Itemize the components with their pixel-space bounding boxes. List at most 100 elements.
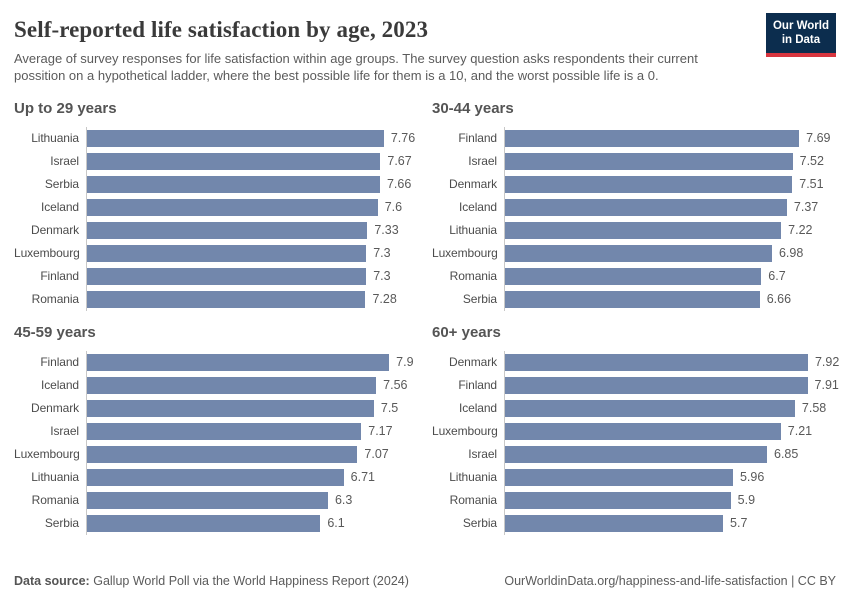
country-label: Luxembourg	[432, 246, 498, 261]
bar-track: 5.9	[504, 488, 836, 512]
value-label: 7.3	[373, 246, 391, 261]
bar[interactable]	[505, 376, 808, 394]
country-label: Luxembourg	[14, 246, 80, 261]
bar[interactable]	[87, 376, 377, 394]
chart-panel: 45-59 years Finland 7.9 Iceland 7.56 Denmark 7…	[14, 324, 418, 535]
bar[interactable]	[87, 244, 367, 262]
value-label: 7.58	[801, 401, 827, 416]
value-label: 7.66	[386, 177, 412, 192]
bar[interactable]	[505, 129, 800, 147]
bar-track: 7.92	[504, 350, 840, 374]
bar[interactable]	[87, 221, 368, 239]
bar-track: 7.58	[504, 396, 836, 420]
value-label: 5.7	[730, 516, 748, 531]
value-label: 6.98	[778, 246, 804, 261]
bar-row: Denmark 7.92	[432, 350, 840, 374]
country-label: Lithuania	[31, 131, 79, 146]
bar-track: 7.91	[504, 373, 839, 397]
bar[interactable]	[505, 491, 731, 509]
value-label: 7.67	[387, 154, 412, 169]
bar-row: Serbia 6.66	[432, 287, 836, 311]
owid-logo[interactable]: Our World in Data	[765, 13, 836, 57]
value-label: 7.69	[806, 131, 831, 146]
country-label: Serbia	[462, 292, 497, 307]
bar[interactable]	[87, 468, 344, 486]
bar[interactable]	[505, 399, 795, 417]
bar[interactable]	[505, 198, 787, 216]
bar-row: Denmark 7.33	[14, 218, 418, 242]
bar-track: 6.3	[86, 488, 418, 512]
bar[interactable]	[87, 129, 384, 147]
chart-subtitle: Average of survey responses for life sat…	[14, 51, 698, 83]
bar[interactable]	[505, 152, 793, 170]
chart-footer: Data source: Gallup World Poll via the W…	[14, 574, 836, 588]
country-label: Israel	[468, 154, 497, 169]
bar[interactable]	[87, 290, 366, 308]
bar-row: Finland 7.9	[14, 350, 418, 374]
footer-source-text: Gallup World Poll via the World Happines…	[93, 574, 409, 588]
bar-track: 7.17	[86, 419, 418, 443]
value-label: 7.52	[799, 154, 824, 169]
country-label: Romania	[449, 493, 497, 508]
country-label: Finland	[458, 378, 497, 393]
bar[interactable]	[505, 468, 733, 486]
bar[interactable]	[87, 514, 321, 532]
country-label: Lithuania	[449, 470, 497, 485]
bar-track: 7.22	[504, 218, 836, 242]
value-label: 7.92	[814, 355, 840, 370]
bar[interactable]	[87, 152, 381, 170]
country-label: Iceland	[459, 401, 497, 416]
bar[interactable]	[505, 514, 724, 532]
bar-row: Lithuania 7.76	[14, 126, 418, 150]
bar[interactable]	[505, 353, 808, 371]
bar-row: Romania 6.3	[14, 488, 418, 512]
bar[interactable]	[87, 445, 358, 463]
bar[interactable]	[87, 267, 367, 285]
country-label: Iceland	[41, 378, 79, 393]
country-label: Israel	[50, 154, 79, 169]
bar-track: 7.52	[504, 149, 836, 173]
bar-row: Luxembourg 7.21	[432, 419, 836, 443]
bar-track: 7.3	[86, 241, 418, 265]
bar[interactable]	[505, 221, 782, 239]
country-label: Luxembourg	[14, 447, 80, 462]
bar-row: Lithuania 6.71	[14, 465, 418, 489]
bar-row: Iceland 7.56	[14, 373, 418, 397]
bar[interactable]	[87, 422, 362, 440]
bar[interactable]	[87, 353, 390, 371]
bar-row: Luxembourg 7.07	[14, 442, 418, 466]
bar-row: Luxembourg 6.98	[432, 241, 836, 265]
value-label: 6.7	[768, 269, 786, 284]
footer-source-label: Data source:	[14, 574, 90, 588]
bar-row: Israel 6.85	[432, 442, 836, 466]
bar-track: 6.85	[504, 442, 836, 466]
bar[interactable]	[87, 198, 378, 216]
value-label: 7.33	[374, 223, 399, 238]
bar-row: Denmark 7.51	[432, 172, 836, 196]
bar-track: 5.96	[504, 465, 836, 489]
bar[interactable]	[505, 445, 767, 463]
bar-row: Lithuania 7.22	[432, 218, 836, 242]
bar[interactable]	[87, 399, 374, 417]
bar-row: Denmark 7.5	[14, 396, 418, 420]
bar-track: 7.6	[86, 195, 418, 219]
country-label: Israel	[468, 447, 497, 462]
bar[interactable]	[505, 267, 762, 285]
bar[interactable]	[505, 290, 760, 308]
value-label: 7.56	[383, 378, 408, 393]
bar-track: 7.5	[86, 396, 418, 420]
owid-logo-line2: in Data	[781, 34, 821, 47]
bar[interactable]	[505, 422, 781, 440]
country-label: Israel	[50, 424, 79, 439]
footer-url[interactable]: OurWorldinData.org/happiness-and-life-sa…	[504, 574, 836, 588]
bar[interactable]	[87, 175, 380, 193]
bar[interactable]	[505, 244, 772, 262]
bar-track: 7.56	[86, 373, 418, 397]
bar[interactable]	[87, 491, 328, 509]
value-label: 7.91	[814, 378, 839, 393]
country-label: Luxembourg	[432, 424, 498, 439]
bar[interactable]	[505, 175, 793, 193]
country-label: Denmark	[31, 401, 79, 416]
bar-track: 7.66	[86, 172, 418, 196]
